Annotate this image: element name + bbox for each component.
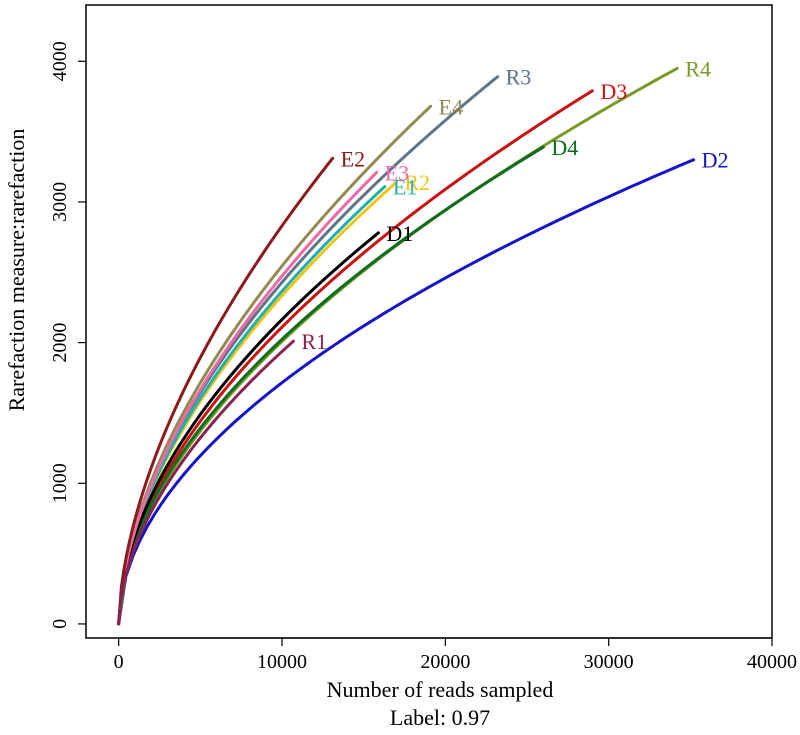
y-tick-label: 2000 — [49, 323, 71, 363]
series-curves — [117, 66, 696, 626]
series-label-d1: D1 — [386, 221, 413, 246]
y-tick-label: 0 — [49, 619, 71, 629]
series-label-d4: D4 — [551, 135, 578, 160]
x-tick-label: 0 — [114, 651, 124, 673]
series-label-d2: D2 — [702, 148, 729, 173]
series-label-d3: D3 — [600, 79, 627, 104]
series-line-e2 — [117, 156, 335, 626]
y-tick-label: 4000 — [49, 41, 71, 81]
series-label-r4: R4 — [685, 56, 711, 81]
series-line-e4 — [117, 104, 433, 626]
x-tick-label: 10000 — [257, 651, 307, 673]
x-axis-title: Number of reads sampled — [327, 677, 554, 702]
series-label-e2: E2 — [341, 146, 365, 171]
series-label-e3: E3 — [385, 160, 409, 185]
y-axis-title: Rarefaction measure:rarefaction — [4, 129, 29, 412]
series-label-r2: R2 — [404, 170, 430, 195]
series-label-r3: R3 — [506, 65, 532, 90]
x-tick-label: 20000 — [420, 651, 470, 673]
series-line-d2 — [117, 158, 696, 626]
x-tick-label: 40000 — [747, 651, 797, 673]
series-line-d3 — [117, 89, 594, 626]
series-label-r1: R1 — [301, 329, 327, 354]
x-axis: 0 10000 20000 30000 40000 — [114, 637, 797, 673]
series-label-e1: E1 — [393, 174, 417, 199]
y-tick-label: 1000 — [49, 463, 71, 503]
y-axis: 0 1000 2000 3000 4000 — [49, 41, 86, 629]
series-line-e3 — [117, 170, 379, 626]
series-line-e1 — [117, 184, 387, 626]
series-line-d4 — [117, 145, 545, 626]
series-label-e4: E4 — [439, 94, 463, 119]
series-line-r1 — [117, 339, 295, 626]
x-tick-label: 30000 — [584, 651, 634, 673]
series-line-d1 — [117, 231, 380, 626]
series-line-r4 — [117, 66, 679, 626]
chart-subtitle: Label: 0.97 — [390, 705, 490, 730]
y-tick-label: 3000 — [49, 182, 71, 222]
plot-frame — [85, 4, 773, 639]
